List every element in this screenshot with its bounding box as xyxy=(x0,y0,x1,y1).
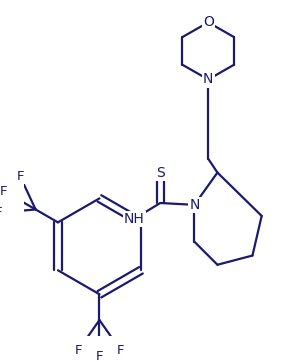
Text: N: N xyxy=(189,198,199,212)
Text: F: F xyxy=(96,350,103,362)
Text: N: N xyxy=(203,72,214,87)
Text: NH: NH xyxy=(124,212,145,226)
Text: F: F xyxy=(117,344,124,357)
Text: F: F xyxy=(0,185,7,198)
Text: S: S xyxy=(156,165,165,180)
Text: F: F xyxy=(0,206,3,219)
Text: O: O xyxy=(203,15,214,29)
Text: F: F xyxy=(74,344,82,357)
Text: F: F xyxy=(16,169,24,182)
